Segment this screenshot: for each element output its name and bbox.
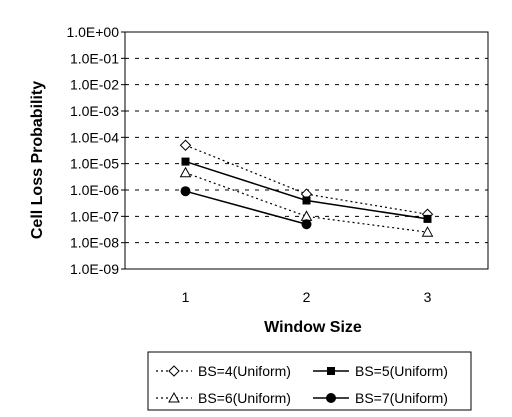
y-tick-label: 1.0E+00	[66, 24, 119, 40]
legend-entry-4: BS=7(Uniform)	[313, 390, 448, 406]
legend-entry-3: BS=6(Uniform)	[156, 390, 291, 406]
marker-square	[181, 157, 190, 166]
y-tick-label: 1.0E-05	[70, 156, 119, 172]
legend-box	[147, 351, 472, 411]
marker-triangle	[168, 391, 180, 403]
marker-triangle	[421, 226, 434, 237]
marker-square	[423, 214, 432, 223]
series-line	[185, 190, 307, 225]
marker-diamond	[179, 139, 192, 151]
y-tick-label: 1.0E-01	[70, 50, 119, 66]
legend: BS=4(Uniform) BS=5(Uniform) BS=6(Uniform) B…	[147, 351, 472, 411]
legend-entry-2: BS=5(Uniform)	[313, 363, 448, 379]
legend-label: BS=5(Uniform)	[355, 363, 448, 379]
marker-square	[327, 367, 335, 375]
x-tick-label: 1	[182, 289, 190, 305]
series-4	[180, 186, 312, 230]
y-tick-label: 1.0E-04	[70, 129, 119, 145]
legend-label: BS=6(Uniform)	[198, 390, 291, 406]
marker-triangle	[179, 166, 192, 178]
y-tick-label: 1.0E-02	[70, 77, 119, 93]
plot-area	[124, 31, 489, 270]
y-axis-ticks: 1.0E-09 1.0E-08 1.0E-07 1.0E-06 1.0E-05 1.0E-…	[66, 24, 125, 277]
x-tick-label: 3	[424, 289, 432, 305]
y-tick-label: 1.0E-09	[70, 261, 119, 277]
y-tick-label: 1.0E-07	[70, 208, 119, 224]
y-axis-title: Cell Loss Probability	[29, 81, 46, 239]
legend-label: BS=7(Uniform)	[355, 390, 448, 406]
y-tick-label: 1.0E-06	[70, 182, 119, 198]
marker-circle	[301, 219, 312, 230]
x-axis-ticks: 1 2 3	[182, 289, 432, 305]
marker-square	[302, 196, 311, 205]
marker-diamond	[168, 365, 180, 377]
legend-entry-1: BS=4(Uniform)	[156, 363, 291, 379]
series-3	[179, 166, 434, 237]
series-2	[181, 157, 432, 223]
y-tick-label: 1.0E-03	[70, 103, 119, 119]
legend-label: BS=4(Uniform)	[198, 363, 291, 379]
x-axis-title: Window Size	[264, 319, 362, 336]
marker-circle	[180, 186, 191, 197]
series	[179, 139, 434, 237]
marker-circle	[326, 393, 336, 403]
y-tick-label: 1.0E-08	[70, 235, 119, 251]
x-tick-label: 2	[303, 289, 311, 305]
